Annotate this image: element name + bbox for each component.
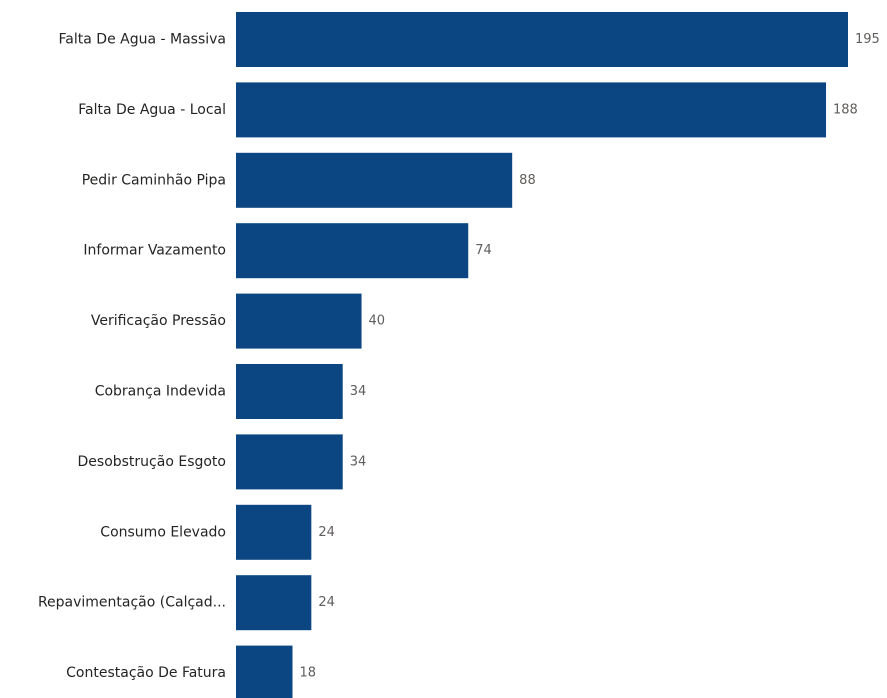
category-label-verificacao-pressao: Verificação Pressão (91, 313, 226, 329)
category-label-pedir-caminhao-pipa: Pedir Caminhão Pipa (82, 172, 226, 188)
bars-layer (236, 12, 848, 698)
value-label-desobstrucao-esgoto: 34 (350, 454, 367, 469)
bar-cobranca-indevida[interactable] (236, 364, 343, 419)
category-label-cobranca-indevida: Cobrança Indevida (95, 384, 226, 400)
value-labels: 195 188 88 74 40 34 34 24 24 18 (299, 32, 879, 681)
value-label-pedir-caminhao-pipa: 88 (519, 173, 536, 188)
value-label-contestacao-de-fatura: 18 (299, 666, 316, 681)
category-label-contestacao-de-fatura: Contestação De Fatura (66, 665, 226, 681)
bar-falta-de-agua-massiva[interactable] (236, 12, 848, 67)
value-label-repavimentacao-calcad: 24 (318, 595, 335, 610)
value-label-falta-de-agua-massiva: 195 (855, 32, 880, 47)
category-label-desobstrucao-esgoto: Desobstrução Esgoto (78, 454, 227, 470)
bar-falta-de-agua-local[interactable] (236, 82, 827, 138)
category-label-consumo-elevado: Consumo Elevado (100, 524, 226, 540)
category-label-falta-de-agua-massiva: Falta De Agua - Massiva (59, 32, 226, 48)
value-label-cobranca-indevida: 34 (350, 384, 367, 399)
category-label-repavimentacao-calcad: Repavimentação (Calçad... (38, 595, 226, 611)
category-label-falta-de-agua-local: Falta De Agua - Local (78, 102, 226, 118)
bar-contestacao-de-fatura[interactable] (236, 645, 293, 698)
value-label-informar-vazamento: 74 (475, 243, 492, 258)
bar-verificacao-pressao[interactable] (236, 293, 362, 349)
value-label-consumo-elevado: 24 (318, 525, 335, 540)
category-labels: Falta De Agua - Massiva Falta De Agua - L… (38, 32, 226, 682)
bar-repavimentacao-calcad[interactable] (236, 575, 312, 631)
bar-pedir-caminhao-pipa[interactable] (236, 152, 513, 208)
value-label-verificacao-pressao: 40 (369, 314, 386, 329)
category-label-informar-vazamento: Informar Vazamento (83, 243, 226, 259)
bar-consumo-elevado[interactable] (236, 504, 312, 560)
value-label-falta-de-agua-local: 188 (833, 102, 858, 117)
bar-desobstrucao-esgoto[interactable] (236, 434, 343, 490)
bar-informar-vazamento[interactable] (236, 223, 469, 279)
